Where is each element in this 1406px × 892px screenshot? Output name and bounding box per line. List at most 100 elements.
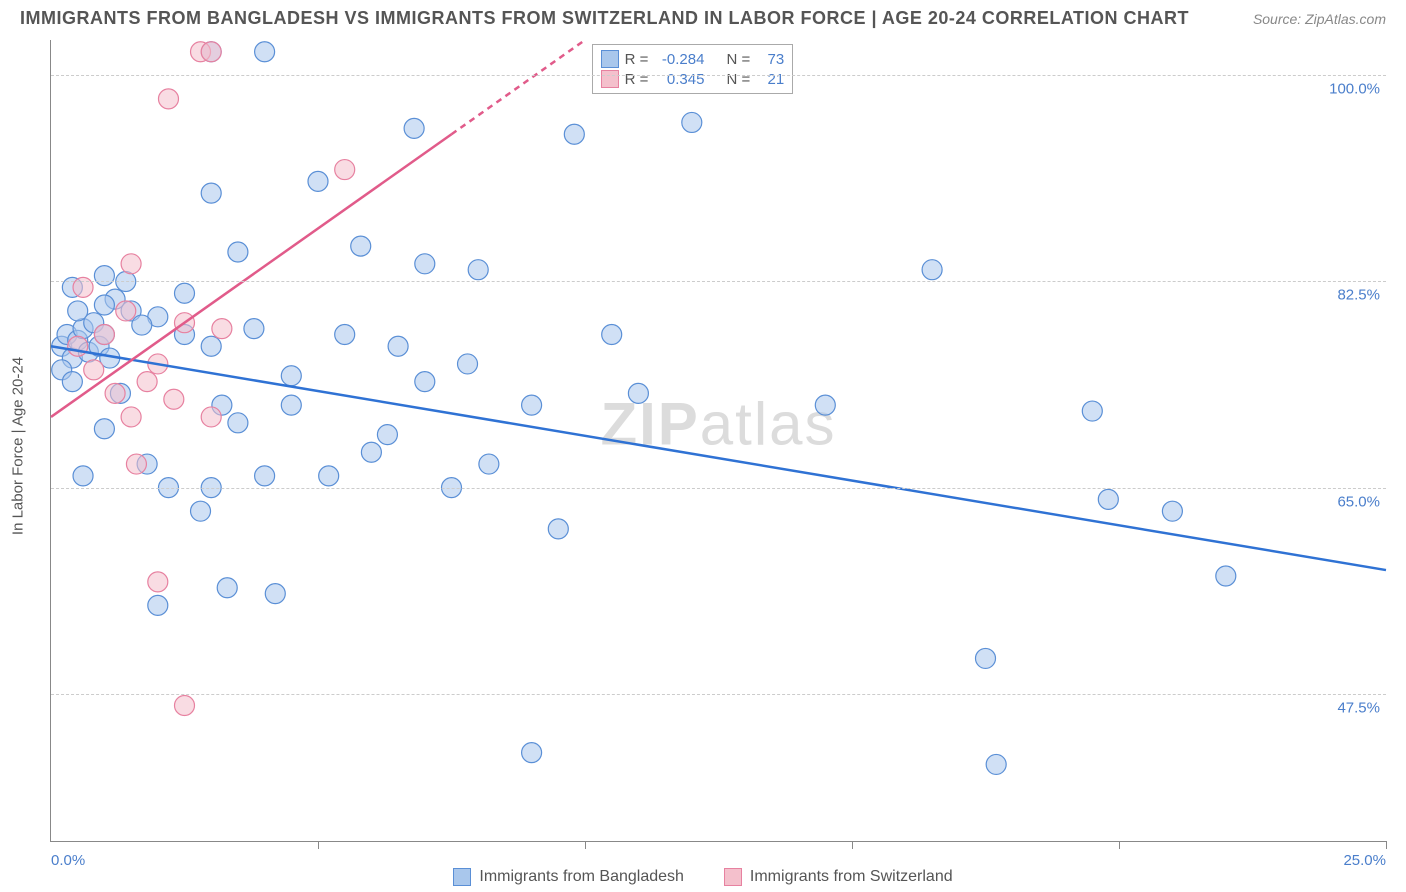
legend-swatch — [601, 50, 619, 68]
data-point — [255, 42, 275, 62]
data-point — [73, 466, 93, 486]
gridline — [51, 488, 1386, 489]
data-point — [175, 696, 195, 716]
data-point — [201, 407, 221, 427]
data-point — [126, 454, 146, 474]
data-point — [132, 315, 152, 335]
data-point — [377, 425, 397, 445]
n-label: N = — [726, 71, 750, 88]
data-point — [564, 124, 584, 144]
data-point — [121, 254, 141, 274]
data-point — [94, 266, 114, 286]
data-point — [201, 42, 221, 62]
data-point — [1082, 401, 1102, 421]
x-tick — [1386, 841, 1387, 849]
data-point — [351, 236, 371, 256]
gridline — [51, 281, 1386, 282]
n-value: 21 — [756, 71, 784, 88]
data-point — [628, 383, 648, 403]
series-legend-item: Immigrants from Switzerland — [724, 868, 953, 886]
data-point — [922, 260, 942, 280]
chart-title: IMMIGRANTS FROM BANGLADESH VS IMMIGRANTS… — [20, 8, 1189, 29]
data-point — [1098, 489, 1118, 509]
data-point — [94, 295, 114, 315]
gridline — [51, 694, 1386, 695]
data-point — [335, 160, 355, 180]
gridline — [51, 75, 1386, 76]
data-point — [815, 395, 835, 415]
data-point — [191, 501, 211, 521]
data-point — [415, 372, 435, 392]
x-tick — [318, 841, 319, 849]
data-point — [522, 743, 542, 763]
data-point — [404, 118, 424, 138]
data-point — [94, 324, 114, 344]
r-value: 0.345 — [654, 71, 704, 88]
data-point — [244, 319, 264, 339]
y-tick-label: 100.0% — [1329, 81, 1380, 98]
x-tick — [585, 841, 586, 849]
r-label: R = — [625, 71, 649, 88]
data-point — [281, 395, 301, 415]
data-point — [986, 754, 1006, 774]
data-point — [976, 648, 996, 668]
data-point — [361, 442, 381, 462]
r-value: -0.284 — [654, 51, 704, 68]
data-point — [308, 171, 328, 191]
legend-swatch — [601, 70, 619, 88]
data-point — [164, 389, 184, 409]
data-point — [148, 572, 168, 592]
legend-swatch — [724, 868, 742, 886]
regression-line — [51, 346, 1386, 570]
data-point — [158, 89, 178, 109]
data-point — [415, 254, 435, 274]
series-label: Immigrants from Bangladesh — [479, 868, 684, 886]
data-point — [201, 183, 221, 203]
data-point — [1216, 566, 1236, 586]
scatter-plot-svg — [51, 40, 1386, 841]
chart-area: ZIPatlas R =-0.284N =73R =0.345N =21 47.… — [50, 40, 1386, 842]
data-point — [602, 324, 622, 344]
data-point — [319, 466, 339, 486]
x-tick-label: 0.0% — [51, 852, 85, 869]
data-point — [137, 372, 157, 392]
data-point — [217, 578, 237, 598]
data-point — [212, 319, 232, 339]
y-tick-label: 65.0% — [1337, 493, 1380, 510]
x-tick — [1119, 841, 1120, 849]
data-point — [281, 366, 301, 386]
chart-source: Source: ZipAtlas.com — [1253, 11, 1386, 27]
data-point — [84, 360, 104, 380]
data-point — [265, 584, 285, 604]
data-point — [255, 466, 275, 486]
data-point — [73, 277, 93, 297]
data-point — [62, 372, 82, 392]
data-point — [94, 419, 114, 439]
data-point — [228, 413, 248, 433]
n-label: N = — [726, 51, 750, 68]
data-point — [335, 324, 355, 344]
legend-row: R = -0.284 N = 73 — [601, 49, 785, 69]
data-point — [388, 336, 408, 356]
data-point — [116, 301, 136, 321]
data-point — [1162, 501, 1182, 521]
regression-line-dashed — [452, 40, 586, 134]
data-point — [479, 454, 499, 474]
data-point — [105, 383, 125, 403]
data-point — [468, 260, 488, 280]
data-point — [458, 354, 478, 374]
r-label: R = — [625, 51, 649, 68]
series-legend-item: Immigrants from Bangladesh — [453, 868, 684, 886]
legend-row: R = 0.345 N = 21 — [601, 69, 785, 89]
data-point — [68, 336, 88, 356]
data-point — [175, 283, 195, 303]
data-point — [148, 595, 168, 615]
data-point — [201, 336, 221, 356]
series-legend: Immigrants from Bangladesh Immigrants fro… — [0, 868, 1406, 886]
y-axis-label: In Labor Force | Age 20-24 — [10, 357, 27, 535]
n-value: 73 — [756, 51, 784, 68]
data-point — [228, 242, 248, 262]
data-point — [68, 301, 88, 321]
legend-swatch — [453, 868, 471, 886]
data-point — [522, 395, 542, 415]
